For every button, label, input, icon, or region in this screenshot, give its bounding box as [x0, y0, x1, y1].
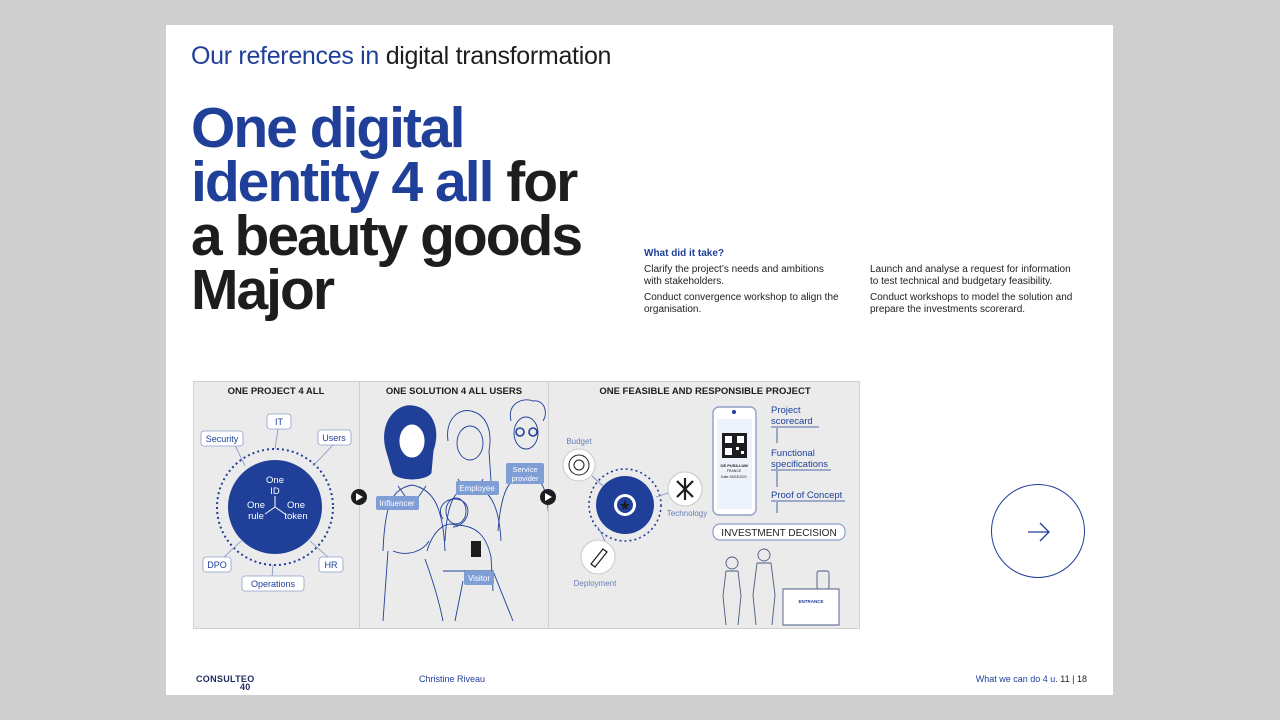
one-rule-label-2: rule: [248, 511, 264, 522]
headline-line-4: Major: [191, 258, 335, 322]
section-title: What we can do 4 u.: [975, 674, 1058, 684]
phone-date: Date 25/03/2021: [721, 475, 747, 479]
what-it-took-item: Clarify the project’s needs and ambition…: [644, 264, 824, 287]
page-number: 11 | 18: [1060, 674, 1087, 684]
panel-1-title: ONE PROJECT 4 ALL: [228, 386, 325, 397]
what-it-took-column-1: Clarify the project’s needs and ambition…: [644, 264, 844, 320]
slide-kicker: Our references in digital transformation: [191, 42, 611, 71]
next-button[interactable]: [991, 484, 1085, 578]
label-technology: Technology: [667, 509, 707, 518]
one-rule-label-1: One: [247, 500, 265, 511]
label-hr: HR: [325, 560, 338, 570]
what-it-took-column-2: Launch and analyse a request for informa…: [870, 264, 1078, 320]
panel-one-solution: ONE SOLUTION 4 ALL USERS: [351, 381, 550, 629]
label-operations: Operations: [251, 579, 296, 589]
headline: One digital identity 4 all for a beauty …: [191, 100, 661, 319]
logo-main-text: CONSULTEO: [196, 674, 255, 684]
panel-feasible-project: ONE FEASIBLE AND RESPONSIBLE PROJECT Bud…: [540, 381, 860, 629]
what-it-took-item: Conduct convergence workshop to align th…: [644, 292, 839, 315]
label-dpo: DPO: [207, 560, 227, 570]
phone-country: FRANCE: [727, 469, 742, 473]
step-poc: Proof of Concept: [771, 490, 843, 501]
one-id-label-1: One: [266, 475, 284, 486]
label-influencer: Influencer: [379, 499, 414, 508]
label-visitor: Visitor: [468, 574, 490, 583]
step-functional-2: specifications: [771, 459, 828, 470]
users-line-drawing: [382, 399, 550, 622]
consulteo-logo: CONSULTEO 40: [196, 674, 255, 692]
headline-line-2-blue: identity 4 all: [191, 150, 494, 214]
label-users: Users: [322, 433, 346, 443]
panel-3-title: ONE FEASIBLE AND RESPONSIBLE PROJECT: [599, 386, 811, 397]
step-project-1: Project: [771, 405, 801, 416]
one-token-label-1: One: [287, 500, 305, 511]
kicker-blue-text: Our references in: [191, 42, 380, 70]
kicker-dark-text: digital transformation: [385, 42, 612, 70]
label-employee: Employee: [459, 484, 495, 493]
phone-name: OE PUSILLUM: [720, 463, 748, 468]
panel-one-project: ONE PROJECT 4 ALL One ID One rule One to…: [193, 381, 360, 629]
logo-sub-text: 40: [240, 682, 251, 692]
what-it-took-title: What did it take?: [644, 248, 724, 259]
headline-line-2-dark: for: [506, 150, 578, 214]
entrance-scene: [722, 548, 840, 626]
project-illustration: ONE PROJECT 4 ALL One ID One rule One to…: [193, 381, 860, 629]
author-name: Christine Riveau: [419, 674, 486, 684]
step-functional-1: Functional: [771, 448, 815, 459]
what-it-took-item: Conduct workshops to model the solution …: [870, 292, 1073, 315]
arrow-right-icon: [1028, 522, 1050, 542]
entrance-label: ENTRANCE: [798, 599, 823, 604]
label-provider: provider: [511, 474, 539, 483]
slide: Our references in digital transformation…: [166, 25, 1113, 695]
panel-2-title: ONE SOLUTION 4 ALL USERS: [386, 386, 522, 397]
what-it-took-item: Launch and analyse a request for informa…: [870, 264, 1071, 287]
label-deployment: Deployment: [574, 579, 617, 588]
one-id-label-2: ID: [270, 486, 280, 497]
label-security: Security: [206, 434, 239, 444]
investment-decision-label: INVESTMENT DECISION: [721, 528, 836, 539]
headline-line-3: a beauty goods: [191, 204, 583, 268]
phone-illustration: OE PUSILLUM FRANCE Date 25/03/2021: [712, 406, 757, 516]
label-it: IT: [275, 417, 284, 427]
label-service: Service: [512, 465, 537, 474]
label-budget: Budget: [566, 437, 592, 446]
step-project-2: scorecard: [771, 416, 813, 427]
one-token-label-2: token: [284, 511, 307, 522]
headline-line-1: One digital: [191, 96, 466, 160]
page-info: What we can do 4 u. 11 | 18: [976, 674, 1087, 684]
